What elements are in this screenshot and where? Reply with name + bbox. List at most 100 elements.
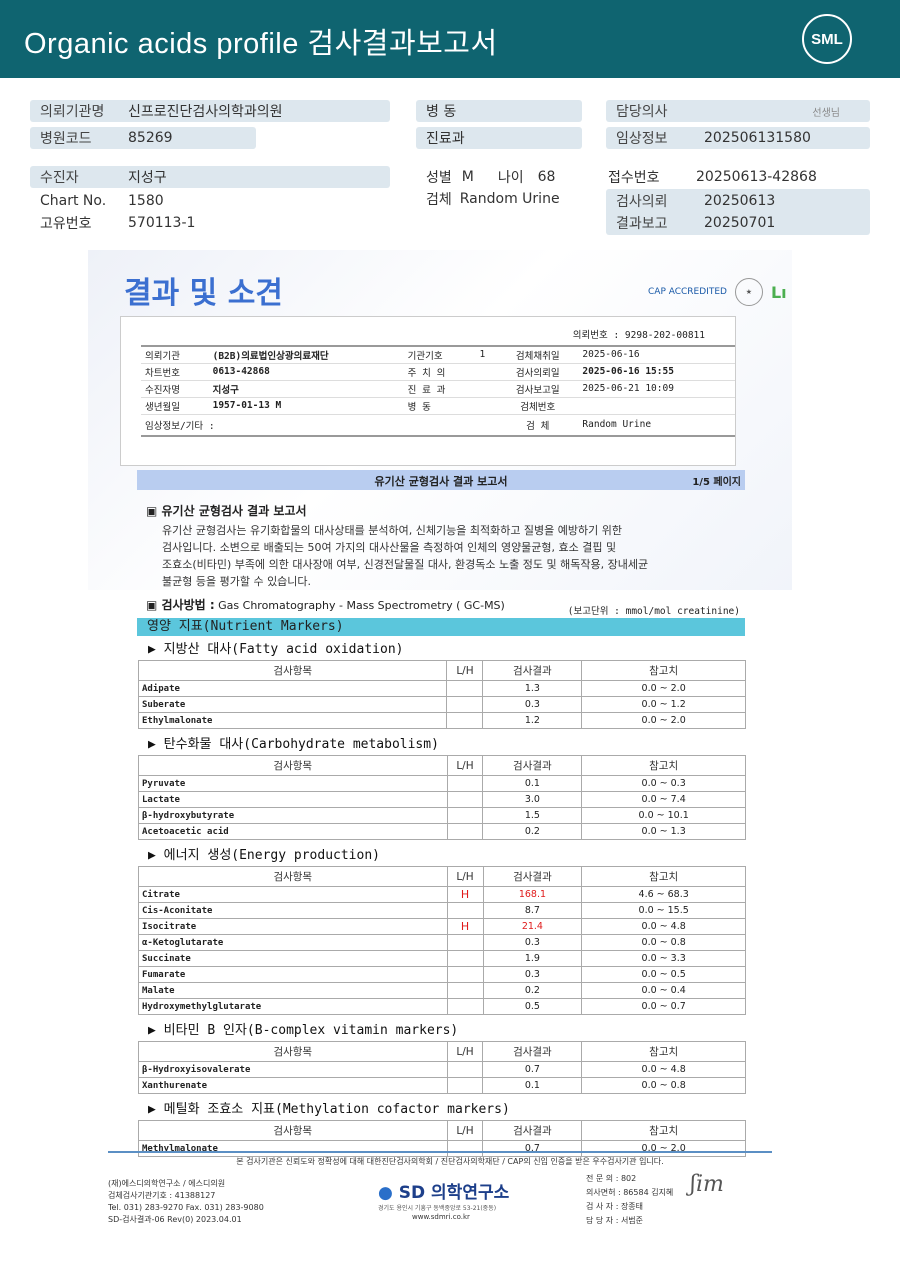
page-title: Organic acids profile 검사결과보고서 [24,28,498,60]
section: ▶ 에너지 생성(Energy production) 검사항목 L/H 검사결과 참고… [138,846,746,1015]
info-value: 0613-42868 [208,363,404,381]
reference-range: 0.0 ~ 0.3 [581,775,746,792]
result-value: 1.9 [482,950,583,967]
signatories: 전 문 의 : 802 의사면허 : 86584 김지혜 검 사 자 : 장종태 담 … [586,1172,673,1228]
table-row: Cis-Aconitate 8.7 0.0 ~ 15.5 [138,902,746,919]
flag: H [446,886,484,903]
result-value: 0.3 [482,696,583,713]
signatory-line: 검 사 자 : 장종태 [586,1202,644,1211]
reference-range: 0.0 ~ 2.0 [581,680,746,697]
analyte-name: Succinate [138,950,448,967]
field-institution: 의뢰기관명 신프로진단검사의학과의원 [30,100,390,122]
column-header: 검사항목 [137,660,448,681]
label: 검체 [426,192,452,208]
website: www.sdmri.co.kr [412,1213,470,1221]
info-value: 2025-06-16 [578,345,735,364]
info-label: 검체번호 [497,397,579,415]
flag [446,791,484,808]
table-row: Ethylmalonate 1.2 0.0 ~ 2.0 [137,712,746,729]
result-value: 168.1 [482,886,583,903]
section: ▶ 메틸화 조효소 지표(Methylation cofactor marker… [138,1100,746,1157]
method-label: ▣ 검사방법 : [146,598,215,612]
field-receipt-no: 접수번호 20250613-42868 [606,166,817,188]
field-chart-no: Chart No. 1580 [40,190,164,212]
info-value [578,397,735,415]
field-clinical-info: 임상정보 202506131580 [606,127,870,149]
seal-icon: ★ [734,278,763,306]
value: 신프로진단검사의학과의원 [128,104,283,120]
analyte-name: β-Hydroxyisovalerate [138,1061,448,1078]
certifications: CAP ACCREDITED ★ Lı [648,278,787,306]
value: 85269 [128,130,173,146]
label: 고유번호 [40,216,92,232]
info-value [475,363,498,381]
info-label: 진 료 과 [403,380,476,398]
column-header: 검사결과 [482,1120,583,1141]
reference-range: 0.0 ~ 4.8 [581,1061,746,1078]
result-value: 1.2 [482,712,583,729]
analyte-name: Cis-Aconitate [138,902,448,919]
value: Random Urine [459,191,560,207]
result-value: 0.7 [482,1061,583,1078]
column-header: L/H [446,866,484,887]
flag [446,1061,484,1078]
table-row: α-Ketoglutarate 0.3 0.0 ~ 0.8 [138,934,746,951]
table-row: β-Hydroxyisovalerate 0.7 0.0 ~ 4.8 [138,1061,746,1078]
info-value: 1957-01-13 M [208,397,404,415]
result-value: 0.1 [482,775,583,792]
report-title-bar: 유기산 균형검사 결과 보고서 1/5 페이지 [137,470,745,490]
reference-range: 0.0 ~ 15.5 [581,902,746,919]
result-value: 1.5 [482,807,583,824]
info-label: 검사의뢰일 [497,363,579,381]
report-unit: (보고단위 : mmol/mol creatinine) [567,606,740,617]
value: 68 [537,169,556,185]
section-title: ▶ 탄수화물 대사(Carbohydrate metabolism) [148,737,439,752]
field-hospital-code: 병원코드 85269 [30,127,256,149]
sml-logo: SML [802,14,852,64]
flag [446,680,484,697]
suffix: 선생님 [812,107,840,119]
table-row: Malate 0.2 0.0 ~ 0.4 [138,982,746,999]
info-value [475,380,498,398]
reference-range: 0.0 ~ 1.3 [581,823,746,840]
info-value: (B2B)의료법인상광의료재단 [208,345,404,364]
label: 의뢰기관명 [40,104,105,120]
flag [446,696,484,713]
value: 1580 [128,193,164,209]
label: 진료과 [426,131,465,147]
info-value [475,397,498,415]
label: Chart No. [40,193,107,209]
table-row: Isocitrate H 21.4 0.0 ~ 4.8 [138,918,746,935]
column-header: 참고치 [581,866,746,887]
certification-notice: 본 검사기관은 신뢰도와 정확성에 대해 대한진단검사의학회 / 진단검사의학재… [236,1157,664,1166]
contact-line: SD-검사결과-06 Rev(0) 2023.04.01 [108,1215,242,1224]
table-row: Fumarate 0.3 0.0 ~ 0.5 [138,966,746,983]
intro-line: 검사입니다. 소변으로 배출되는 50여 가지의 대사산물을 측정하여 인체의 … [162,541,617,554]
label: 성별 [426,170,452,186]
flag [446,775,484,792]
reference-range: 0.0 ~ 7.4 [581,791,746,808]
table-row: Lactate 3.0 0.0 ~ 7.4 [138,791,746,808]
analyte-name: Lactate [138,791,448,808]
nutrient-markers-bar: 영양 지표(Nutrient Markers) [137,618,745,636]
request-info-table: 의뢰기관 (B2B)의료법인상광의료재단 기관기호 1 검체채취일 2025-06-16 차… [141,345,735,437]
column-header: L/H [446,1120,484,1141]
clinical-info: 임상정보/기타 : [141,414,498,437]
method-line: ▣ 검사방법 : Gas Chromatography - Mass Spect… [146,596,505,613]
info-label: 의뢰기관 [141,345,209,364]
column-header: 검사항목 [138,1120,448,1141]
reference-range: 0.0 ~ 0.8 [581,1077,746,1094]
table-row: Xanthurenate 0.1 0.0 ~ 0.8 [138,1077,746,1094]
footer-divider [108,1151,772,1153]
info-row: 의뢰기관 (B2B)의료법인상광의료재단 기관기호 1 검체채취일 2025-06-16 [141,345,735,364]
method-value: Gas Chromatography - Mass Spectrometry (… [218,599,505,612]
info-row: 수진자명 지성구 진 료 과 검사보고일 2025-06-21 10:09 [141,380,735,398]
field-ward: 병 동 [416,100,582,122]
info-value: 2025-06-16 15:55 [578,363,735,381]
analyte-name: β-hydroxybutyrate [138,807,448,824]
info-label: 기관기호 [403,345,476,364]
label: 임상정보 [616,131,668,147]
signature: ʃim [690,1172,724,1197]
page-indicator: 1/5 페이지 [692,477,741,488]
field-specimen: 검체 Random Urine [426,188,560,210]
